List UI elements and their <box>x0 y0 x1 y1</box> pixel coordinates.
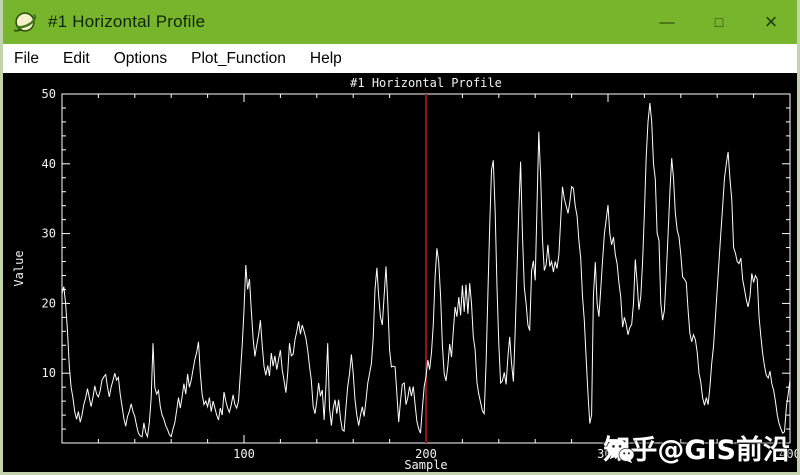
wechat-icon <box>607 439 635 464</box>
profile-line <box>61 103 791 439</box>
y-tick-label: 20 <box>42 296 56 310</box>
title-bar: #1 Horizontal Profile — □ × <box>3 0 797 44</box>
menu-bar: File Edit Options Plot_Function Help <box>3 44 797 73</box>
minimize-button[interactable]: — <box>659 13 675 31</box>
x-tick-label: 400 <box>779 447 797 461</box>
y-tick-label: 40 <box>42 157 56 171</box>
menu-help[interactable]: Help <box>309 49 342 67</box>
watermark-text-right: @GIS前沿 <box>657 435 790 466</box>
menu-plot-function[interactable]: Plot_Function <box>191 49 286 67</box>
menu-edit[interactable]: Edit <box>62 49 90 67</box>
window-controls: — □ × <box>641 0 797 44</box>
x-tick-label: 100 <box>233 447 255 461</box>
y-tick-label: 30 <box>42 227 56 241</box>
menu-file[interactable]: File <box>14 49 39 67</box>
y-tick-label: 50 <box>42 87 56 101</box>
profile-plot: 1002003004001020304050#1 Horizontal Prof… <box>12 76 797 472</box>
window-title: #1 Horizontal Profile <box>48 12 206 31</box>
plot-area: 1002003004001020304050#1 Horizontal Prof… <box>3 73 797 472</box>
y-tick-label: 10 <box>42 366 56 380</box>
y-axis-label: Value <box>12 250 26 286</box>
menu-options[interactable]: Options <box>113 49 168 67</box>
x-axis-label: Sample <box>404 458 447 472</box>
plot-title: #1 Horizontal Profile <box>350 76 502 90</box>
envi-app-icon <box>13 12 37 32</box>
maximize-button[interactable]: □ <box>714 14 724 30</box>
close-button[interactable]: × <box>764 9 778 34</box>
watermark: 知乎 @GIS前沿 <box>603 437 790 464</box>
x-tick-label: 200 <box>415 447 437 461</box>
